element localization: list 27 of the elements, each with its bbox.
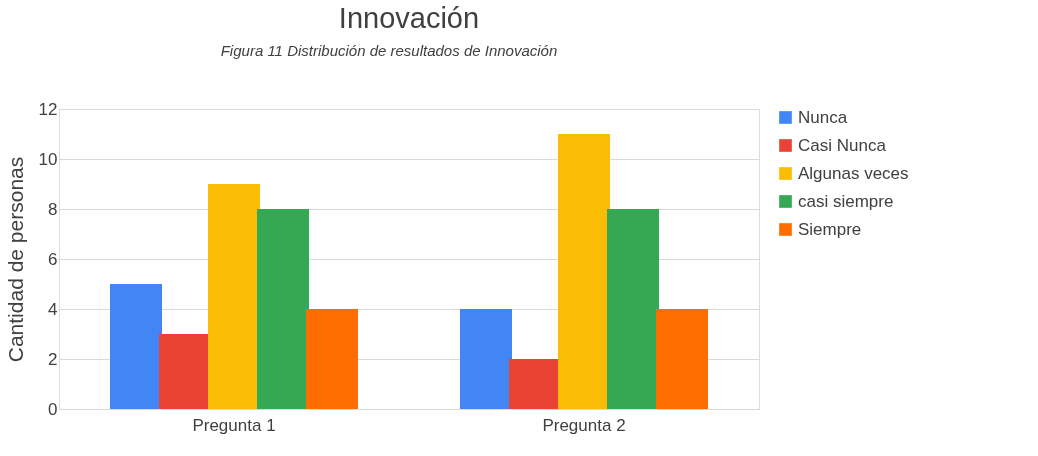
- bar: [208, 184, 260, 409]
- chart-title: Innovación: [338, 2, 480, 34]
- bar: [558, 134, 610, 409]
- legend-label: Algunas veces: [798, 163, 909, 183]
- y-axis-title: Cantidad de personas: [3, 156, 27, 363]
- bar: [607, 209, 659, 409]
- y-tick-label: 6: [48, 249, 58, 269]
- legend-label: Nunca: [798, 107, 848, 127]
- bar: [656, 309, 708, 409]
- bar: [306, 309, 358, 409]
- legend-label: Casi Nunca: [798, 135, 887, 155]
- y-tick-label: 4: [48, 299, 58, 319]
- text: Figura 11 Distribución de resultados de Innovación: [220, 42, 558, 59]
- legend-label: Siempre: [798, 219, 862, 239]
- bar: [159, 334, 211, 409]
- bar: [257, 209, 309, 409]
- bar: [509, 359, 561, 409]
- y-tick-label: 8: [48, 199, 58, 219]
- y-tick-label: 0: [48, 399, 58, 419]
- legend-label: casi siempre: [798, 191, 894, 211]
- bar: [110, 284, 162, 409]
- x-tick-label: Pregunta 1: [192, 415, 276, 435]
- y-tick-label: 12: [38, 99, 58, 119]
- y-tick-label: 10: [38, 149, 58, 169]
- y-tick-label: 2: [48, 349, 58, 369]
- bar: [460, 309, 512, 409]
- x-tick-label: Pregunta 2: [542, 415, 626, 435]
